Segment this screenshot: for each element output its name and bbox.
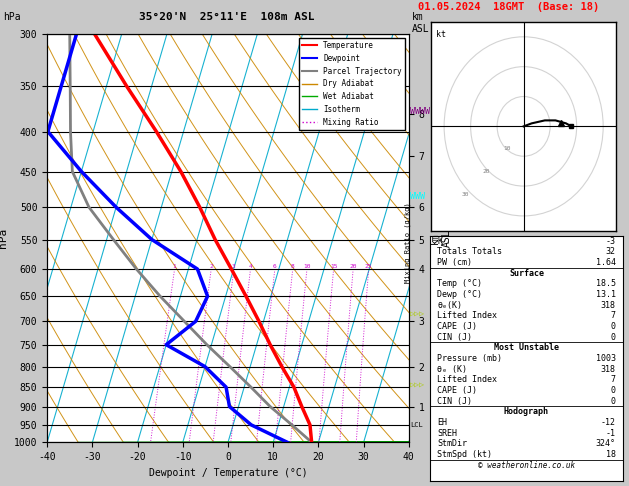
Text: 318: 318 — [601, 300, 616, 310]
Text: 18: 18 — [606, 450, 616, 459]
Text: -1: -1 — [606, 429, 616, 437]
Text: 0: 0 — [611, 386, 616, 395]
Text: Mixing Ratio (g/kg): Mixing Ratio (g/kg) — [404, 203, 411, 283]
Text: 13.1: 13.1 — [596, 290, 616, 299]
Text: 324°: 324° — [596, 439, 616, 448]
Text: LCL: LCL — [410, 422, 423, 428]
Text: 32: 32 — [606, 247, 616, 256]
Text: 0: 0 — [611, 332, 616, 342]
Text: EH: EH — [437, 418, 447, 427]
Text: hPa: hPa — [3, 12, 21, 22]
Text: 318: 318 — [601, 364, 616, 374]
Text: WWW: WWW — [410, 192, 425, 201]
Text: 1: 1 — [173, 264, 177, 269]
Text: Totals Totals: Totals Totals — [437, 247, 503, 256]
Text: Pressure (mb): Pressure (mb) — [437, 354, 503, 363]
Text: Dewp (°C): Dewp (°C) — [437, 290, 482, 299]
Text: θₑ (K): θₑ (K) — [437, 364, 467, 374]
Text: 20: 20 — [482, 169, 490, 174]
Text: Lifted Index: Lifted Index — [437, 375, 498, 384]
Text: θₑ(K): θₑ(K) — [437, 300, 462, 310]
Text: 10: 10 — [503, 146, 511, 151]
Text: 10: 10 — [303, 264, 311, 269]
Text: WWWW: WWWW — [410, 107, 430, 116]
Legend: Temperature, Dewpoint, Parcel Trajectory, Dry Adiabat, Wet Adiabat, Isotherm, Mi: Temperature, Dewpoint, Parcel Trajectory… — [299, 38, 405, 130]
X-axis label: Dewpoint / Temperature (°C): Dewpoint / Temperature (°C) — [148, 468, 308, 478]
Text: StmDir: StmDir — [437, 439, 467, 448]
Text: 30: 30 — [462, 192, 469, 197]
Text: StmSpd (kt): StmSpd (kt) — [437, 450, 493, 459]
Text: kt: kt — [436, 30, 446, 39]
Text: 01.05.2024  18GMT  (Base: 18): 01.05.2024 18GMT (Base: 18) — [418, 2, 599, 13]
Text: 7: 7 — [611, 375, 616, 384]
Text: CIN (J): CIN (J) — [437, 397, 472, 406]
Text: SREH: SREH — [437, 429, 457, 437]
Text: CIN (J): CIN (J) — [437, 332, 472, 342]
Text: Surface: Surface — [509, 269, 544, 278]
Text: 0: 0 — [611, 322, 616, 331]
Text: 7: 7 — [611, 311, 616, 320]
Text: Lifted Index: Lifted Index — [437, 311, 498, 320]
Text: km
ASL: km ASL — [412, 12, 430, 34]
Text: 1.64: 1.64 — [596, 258, 616, 267]
Text: 3: 3 — [232, 264, 236, 269]
Text: © weatheronline.co.uk: © weatheronline.co.uk — [478, 461, 575, 469]
Text: CAPE (J): CAPE (J) — [437, 386, 477, 395]
Text: K: K — [437, 237, 442, 245]
Text: 35°20'N  25°11'E  108m ASL: 35°20'N 25°11'E 108m ASL — [138, 12, 314, 22]
Text: 15: 15 — [330, 264, 337, 269]
Text: Temp (°C): Temp (°C) — [437, 279, 482, 288]
Y-axis label: hPa: hPa — [0, 228, 8, 248]
Text: 1003: 1003 — [596, 354, 616, 363]
Text: 18.5: 18.5 — [596, 279, 616, 288]
Text: Hodograph: Hodograph — [504, 407, 549, 417]
Text: 4: 4 — [248, 264, 252, 269]
Text: 6: 6 — [273, 264, 277, 269]
Text: 25: 25 — [365, 264, 372, 269]
Text: 20: 20 — [350, 264, 357, 269]
Text: 0: 0 — [611, 397, 616, 406]
Text: -3: -3 — [606, 237, 616, 245]
Text: -12: -12 — [601, 418, 616, 427]
Text: 8: 8 — [291, 264, 294, 269]
Y-axis label: km
ASL: km ASL — [430, 229, 452, 247]
Text: CAPE (J): CAPE (J) — [437, 322, 477, 331]
Text: PW (cm): PW (cm) — [437, 258, 472, 267]
Text: Most Unstable: Most Unstable — [494, 343, 559, 352]
Text: ▷▷▷: ▷▷▷ — [410, 309, 425, 318]
Text: ▷▷▷: ▷▷▷ — [410, 380, 425, 388]
Text: 2: 2 — [209, 264, 213, 269]
